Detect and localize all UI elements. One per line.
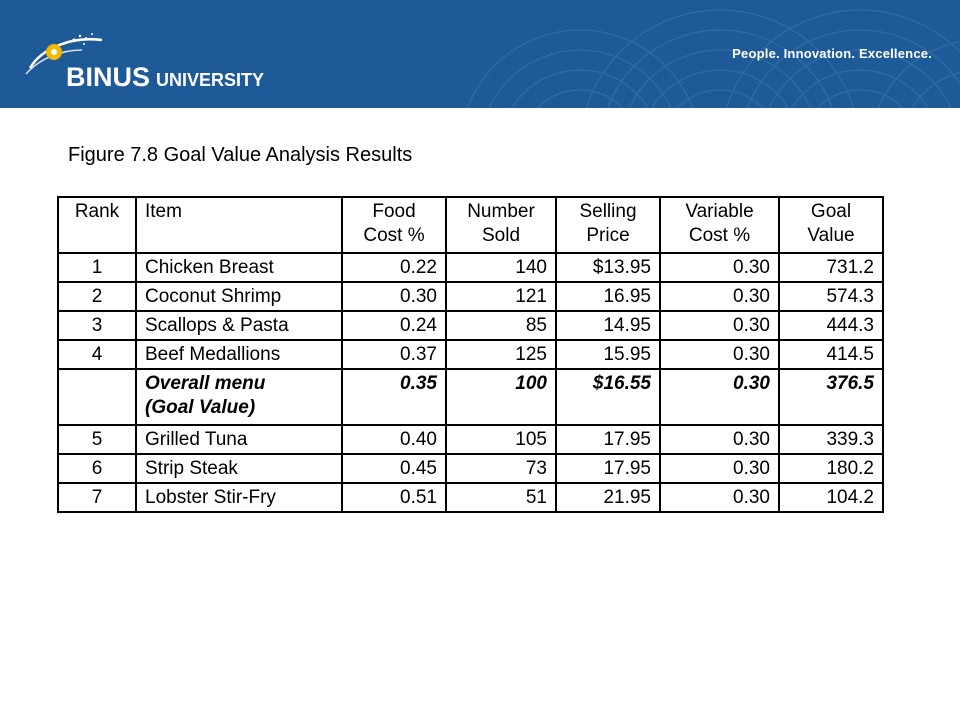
cell-rank: 2: [57, 281, 137, 312]
cell-goal-value: 339.3: [778, 424, 884, 455]
cell-variable-cost: 0.30: [659, 453, 780, 484]
cell-food-cost: 0.45: [341, 453, 447, 484]
cell-food-cost: 0.40: [341, 424, 447, 455]
table-row: 4 Beef Medallions 0.37 125 15.95 0.30 41…: [57, 339, 884, 370]
cell-variable-cost: 0.30: [659, 482, 780, 513]
cell-food-cost: 0.24: [341, 310, 447, 341]
table-row: 7 Lobster Stir-Fry 0.51 51 21.95 0.30 10…: [57, 482, 884, 513]
cell-rank: 3: [57, 310, 137, 341]
cell-selling-price: 14.95: [555, 310, 661, 341]
cell-number-sold: 85: [445, 310, 557, 341]
figure-title: Figure 7.8 Goal Value Analysis Results: [68, 144, 413, 166]
goal-value-table: Rank Item Food Cost % Number Sold Selling P…: [57, 196, 884, 513]
logo-sub-text: UNIVERSITY: [156, 70, 265, 90]
table-row: 2 Coconut Shrimp 0.30 121 16.95 0.30 574…: [57, 281, 884, 312]
col-header-food-cost: Food Cost %: [341, 196, 447, 254]
cell-variable-cost: 0.30: [659, 368, 780, 426]
cell-item: Chicken Breast: [135, 252, 343, 283]
cell-item: Lobster Stir-Fry: [135, 482, 343, 513]
cell-selling-price: 16.95: [555, 281, 661, 312]
cell-food-cost: 0.51: [341, 482, 447, 513]
cell-rank: 4: [57, 339, 137, 370]
cell-item: Beef Medallions: [135, 339, 343, 370]
cell-selling-price: 21.95: [555, 482, 661, 513]
cell-number-sold: 100: [445, 368, 557, 426]
cell-number-sold: 140: [445, 252, 557, 283]
col-header-goal-value: Goal Value: [778, 196, 884, 254]
cell-goal-value: 731.2: [778, 252, 884, 283]
cell-rank: 6: [57, 453, 137, 484]
cell-food-cost: 0.37: [341, 339, 447, 370]
binus-logo-icon: [25, 33, 103, 75]
cell-selling-price: 17.95: [555, 424, 661, 455]
cell-selling-price: 17.95: [555, 453, 661, 484]
cell-item: Overall menu (Goal Value): [135, 368, 343, 426]
cell-number-sold: 121: [445, 281, 557, 312]
cell-food-cost: 0.35: [341, 368, 447, 426]
tagline: People. Innovation. Excellence.: [732, 46, 932, 61]
cell-goal-value: 574.3: [778, 281, 884, 312]
cell-variable-cost: 0.30: [659, 252, 780, 283]
table-row: 6 Strip Steak 0.45 73 17.95 0.30 180.2: [57, 453, 884, 484]
cell-variable-cost: 0.30: [659, 310, 780, 341]
col-header-number-sold: Number Sold: [445, 196, 557, 254]
cell-selling-price: 15.95: [555, 339, 661, 370]
cell-variable-cost: 0.30: [659, 281, 780, 312]
cell-goal-value: 414.5: [778, 339, 884, 370]
col-header-rank: Rank: [57, 196, 137, 254]
cell-variable-cost: 0.30: [659, 339, 780, 370]
table-row: 5 Grilled Tuna 0.40 105 17.95 0.30 339.3: [57, 424, 884, 455]
overall-menu-row: Overall menu (Goal Value) 0.35 100 $16.55…: [57, 368, 884, 426]
cell-number-sold: 105: [445, 424, 557, 455]
cell-number-sold: 125: [445, 339, 557, 370]
cell-rank: 5: [57, 424, 137, 455]
cell-goal-value: 444.3: [778, 310, 884, 341]
table-header-row: Rank Item Food Cost % Number Sold Selling P…: [57, 196, 884, 254]
col-header-variable-cost: Variable Cost %: [659, 196, 780, 254]
banner-arc-pattern: [466, 9, 960, 108]
cell-variable-cost: 0.30: [659, 424, 780, 455]
cell-food-cost: 0.30: [341, 281, 447, 312]
cell-selling-price: $13.95: [555, 252, 661, 283]
cell-selling-price: $16.55: [555, 368, 661, 426]
cell-goal-value: 104.2: [778, 482, 884, 513]
header-banner: BINUS UNIVERSITY People. Innovation. Exce…: [0, 0, 960, 108]
cell-rank: 7: [57, 482, 137, 513]
cell-food-cost: 0.22: [341, 252, 447, 283]
cell-item: Grilled Tuna: [135, 424, 343, 455]
col-header-item: Item: [135, 196, 343, 254]
col-header-selling-price: Selling Price: [555, 196, 661, 254]
cell-rank: [57, 368, 137, 426]
table-row: 1 Chicken Breast 0.22 140 $13.95 0.30 73…: [57, 252, 884, 283]
table-row: 3 Scallops & Pasta 0.24 85 14.95 0.30 44…: [57, 310, 884, 341]
cell-goal-value: 376.5: [778, 368, 884, 426]
cell-number-sold: 73: [445, 453, 557, 484]
cell-item: Scallops & Pasta: [135, 310, 343, 341]
cell-item: Strip Steak: [135, 453, 343, 484]
logo-wordmark: BINUS UNIVERSITY: [66, 62, 264, 93]
cell-number-sold: 51: [445, 482, 557, 513]
logo-main-text: BINUS: [66, 62, 151, 92]
cell-item: Coconut Shrimp: [135, 281, 343, 312]
cell-rank: 1: [57, 252, 137, 283]
cell-goal-value: 180.2: [778, 453, 884, 484]
